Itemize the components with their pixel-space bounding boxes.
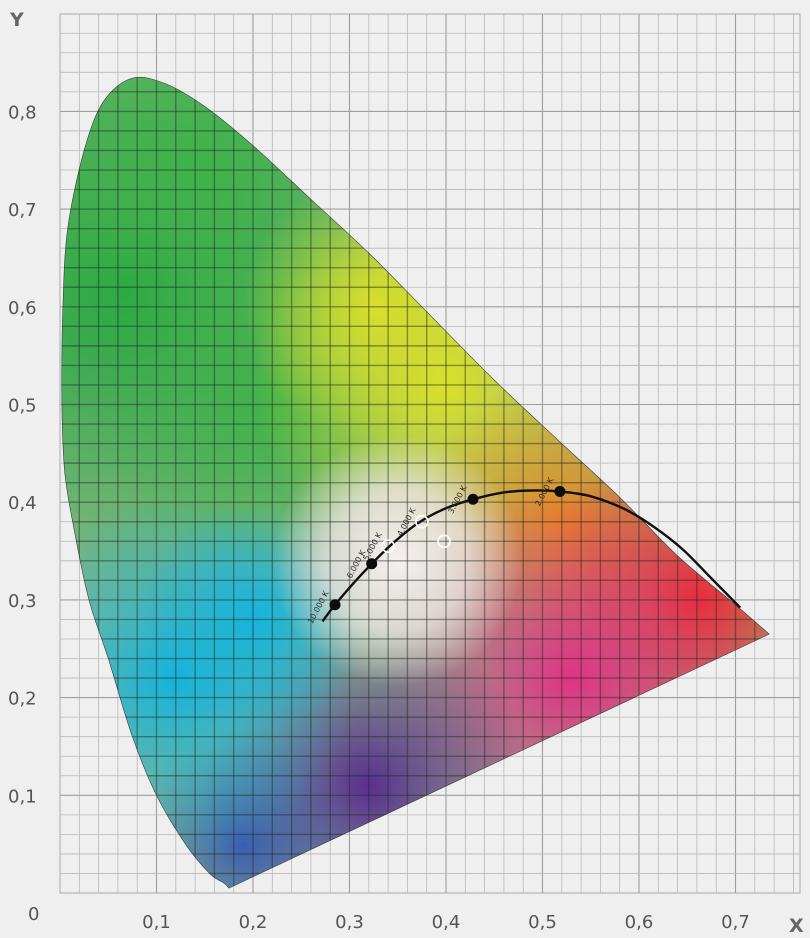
y-tick-label: 0,6 <box>8 298 37 319</box>
y-tick-label: 0,8 <box>8 102 37 123</box>
x-tick-label: 0,1 <box>142 912 171 933</box>
y-tick-label: 0,2 <box>8 689 37 710</box>
y-tick-label: 0,7 <box>8 200 37 221</box>
white-point-marker <box>415 514 429 529</box>
cct-point <box>329 599 341 611</box>
cct-point <box>366 558 378 570</box>
y-tick-label: 0,4 <box>8 493 37 514</box>
white-point-marker <box>381 539 395 553</box>
y-axis-title: Y <box>9 9 24 31</box>
x-axis-title: X <box>789 915 804 937</box>
x-tick-label: 0,6 <box>625 912 654 933</box>
color-region <box>272 435 524 687</box>
cct-point <box>467 493 479 505</box>
y-tick-label: 0,5 <box>8 396 37 417</box>
white-point-marker <box>437 534 451 549</box>
x-tick-label: 0,3 <box>335 912 364 933</box>
x-tick-label: 0,2 <box>239 912 268 933</box>
y-tick-label: 0,1 <box>8 786 37 807</box>
tick-labels: Y X 0 0,1 0,2 0,3 0,4 0,5 0,6 0,7 0,1 0,2 0,3 0,4 0… <box>8 9 804 937</box>
x-tick-label: 0,7 <box>721 912 750 933</box>
y-tick-label: 0,3 <box>8 591 37 612</box>
x-tick-label: 0,5 <box>528 912 557 933</box>
spectral-locus <box>61 76 770 889</box>
planckian-locus <box>321 489 742 623</box>
origin-label: 0 <box>28 904 39 925</box>
x-tick-label: 0,4 <box>432 912 461 933</box>
cct-point <box>554 485 566 497</box>
